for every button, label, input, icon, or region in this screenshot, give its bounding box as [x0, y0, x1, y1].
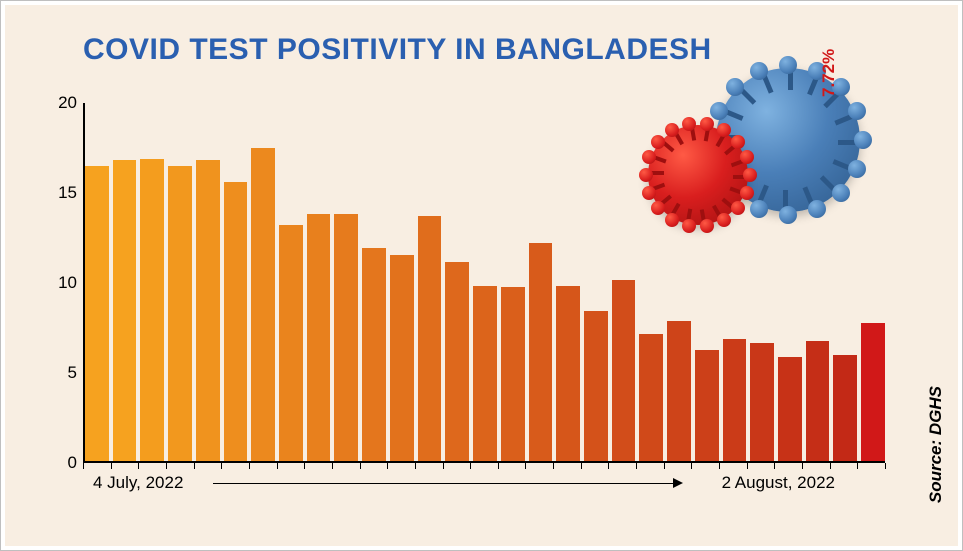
bar-wrap — [473, 103, 497, 461]
x-start-label: 4 July, 2022 — [93, 473, 183, 493]
bar — [85, 166, 109, 461]
date-range-arrow-line — [213, 483, 673, 484]
bar — [168, 166, 192, 461]
bar — [224, 182, 248, 461]
bar — [113, 160, 137, 461]
bar-wrap — [833, 103, 857, 461]
y-tick-label: 20 — [58, 93, 77, 113]
bar-wrap — [196, 103, 220, 461]
bar — [473, 286, 497, 461]
bar-wrap: 7.72% — [861, 103, 885, 461]
bar — [140, 159, 164, 462]
bar — [861, 323, 885, 461]
date-range-arrow-head — [673, 478, 683, 488]
source-label: Source: DGHS — [926, 386, 946, 503]
bar-wrap — [85, 103, 109, 461]
bar — [390, 255, 414, 461]
bar — [418, 216, 442, 461]
chart-area: 05101520 7.72% — [83, 103, 885, 463]
x-end-label: 2 August, 2022 — [722, 473, 835, 493]
y-tick-label: 10 — [58, 273, 77, 293]
bar — [584, 311, 608, 461]
x-minor-tick — [885, 463, 886, 469]
bar — [279, 225, 303, 461]
bar — [778, 357, 802, 461]
bar-wrap — [168, 103, 192, 461]
y-axis: 05101520 — [45, 103, 83, 463]
bar-wrap — [307, 103, 331, 461]
x-axis-labels: 4 July, 2022 2 August, 2022 — [83, 469, 885, 499]
bar-wrap — [501, 103, 525, 461]
bar-wrap — [778, 103, 802, 461]
bar-wrap — [723, 103, 747, 461]
y-tick-label: 0 — [68, 453, 77, 473]
bar — [307, 214, 331, 461]
bar-wrap — [639, 103, 663, 461]
bar-wrap — [334, 103, 358, 461]
bar-wrap — [279, 103, 303, 461]
frame: COVID TEST POSITIVITY IN BANGLADESH 0510… — [0, 0, 963, 551]
bar — [334, 214, 358, 461]
bar-wrap — [418, 103, 442, 461]
bar — [529, 243, 553, 461]
bar-wrap — [612, 103, 636, 461]
bar — [833, 355, 857, 461]
bar-wrap — [113, 103, 137, 461]
bar-wrap — [667, 103, 691, 461]
bar — [251, 148, 275, 461]
y-tick-label: 15 — [58, 183, 77, 203]
x-axis-line — [83, 461, 885, 463]
bar — [695, 350, 719, 461]
bar — [806, 341, 830, 461]
bar — [556, 286, 580, 461]
bar-wrap — [362, 103, 386, 461]
bar-wrap — [695, 103, 719, 461]
bar-wrap — [140, 103, 164, 461]
bar-wrap — [750, 103, 774, 461]
bar — [750, 343, 774, 461]
bar-wrap — [806, 103, 830, 461]
bar — [445, 262, 469, 461]
bars-container: 7.72% — [85, 103, 885, 461]
bar-wrap — [390, 103, 414, 461]
bar-wrap — [529, 103, 553, 461]
bar-wrap — [445, 103, 469, 461]
bar — [667, 321, 691, 461]
bar — [362, 248, 386, 461]
chart-card: COVID TEST POSITIVITY IN BANGLADESH 0510… — [5, 5, 958, 546]
y-tick-label: 5 — [68, 363, 77, 383]
bar-wrap — [224, 103, 248, 461]
bar — [723, 339, 747, 461]
bar — [612, 280, 636, 461]
bar-wrap — [251, 103, 275, 461]
bar — [501, 287, 525, 461]
bar — [639, 334, 663, 461]
bar — [196, 160, 220, 461]
bar-wrap — [584, 103, 608, 461]
bar-wrap — [556, 103, 580, 461]
last-bar-label: 7.72% — [819, 49, 839, 97]
